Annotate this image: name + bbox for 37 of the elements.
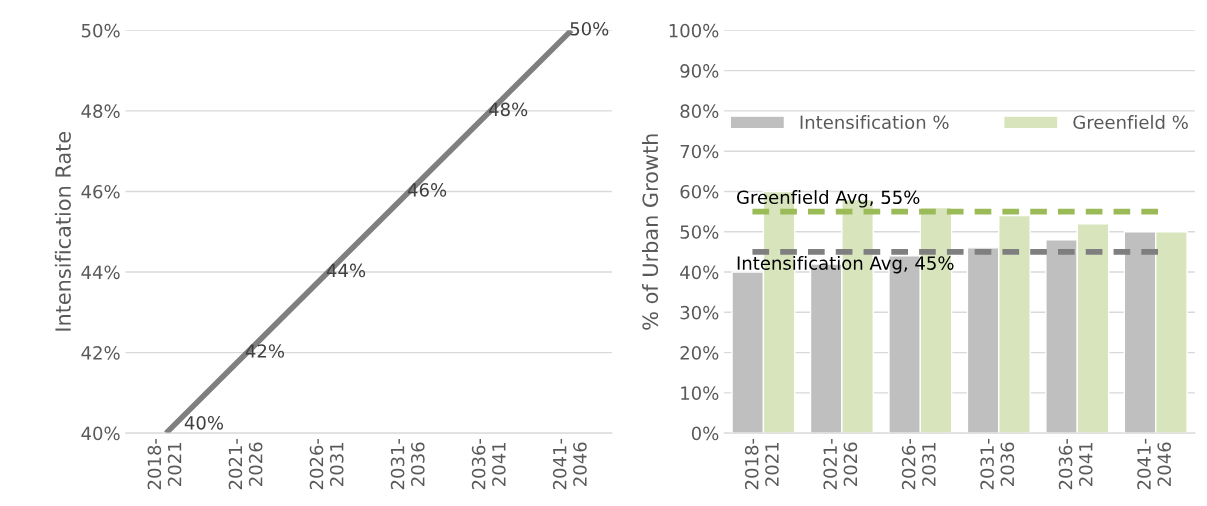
x-tick-label: 2021- 2026 bbox=[228, 438, 263, 490]
y-tick-label: 100% bbox=[669, 23, 719, 38]
y-axis-title: % of Urban Growth bbox=[642, 134, 659, 330]
x-tick-label: 2018- 2021 bbox=[744, 438, 779, 490]
y-tick-label: 90% bbox=[680, 64, 719, 78]
x-tick-label: 2041- 2046 bbox=[552, 438, 587, 490]
y-tick-label: 40% bbox=[81, 426, 120, 441]
y-tick-label: 42% bbox=[81, 346, 120, 360]
y-tick-label: 10% bbox=[681, 386, 719, 400]
y-tick-label: 50% bbox=[680, 225, 719, 239]
y-tick-label: 48% bbox=[81, 104, 120, 119]
x-tick-label: 2026- 2031 bbox=[901, 438, 936, 490]
y-tick-label: 0% bbox=[691, 426, 719, 441]
ref-line-label: Intensification Avg, 45% bbox=[737, 255, 954, 274]
y-axis-title: Intensification Rate bbox=[54, 131, 71, 331]
legend-label: Greenfield % bbox=[1073, 115, 1188, 130]
y-tick-label: 46% bbox=[81, 184, 120, 199]
x-tick-label: 2031- 2036 bbox=[980, 438, 1015, 490]
y-tick-label: 44% bbox=[81, 265, 120, 280]
x-tick-label: 2036- 2041 bbox=[471, 438, 506, 490]
y-tick-label: 30% bbox=[680, 305, 719, 320]
legend-label: Intensification % bbox=[800, 115, 949, 130]
y-tick-label: 50% bbox=[81, 23, 120, 38]
x-tick-label: 2026- 2031 bbox=[309, 438, 344, 490]
data-label: 40% bbox=[184, 415, 224, 430]
x-tick-label: 2031- 2036 bbox=[390, 438, 425, 490]
x-tick-label: 2018- 2021 bbox=[147, 438, 182, 490]
y-tick-label: 60% bbox=[680, 184, 719, 199]
y-tick-label: 40% bbox=[680, 265, 719, 280]
x-tick-label: 2041- 2046 bbox=[1137, 438, 1172, 490]
x-tick-label: 2036- 2041 bbox=[1058, 438, 1093, 490]
y-tick-label: 80% bbox=[680, 104, 719, 119]
y-tick-label: 70% bbox=[680, 144, 719, 159]
y-tick-label: 20% bbox=[680, 346, 719, 360]
data-label: 50% bbox=[570, 21, 609, 36]
ref-line-label: Greenfield Avg, 55% bbox=[736, 190, 920, 208]
x-tick-label: 2021- 2026 bbox=[823, 438, 858, 490]
